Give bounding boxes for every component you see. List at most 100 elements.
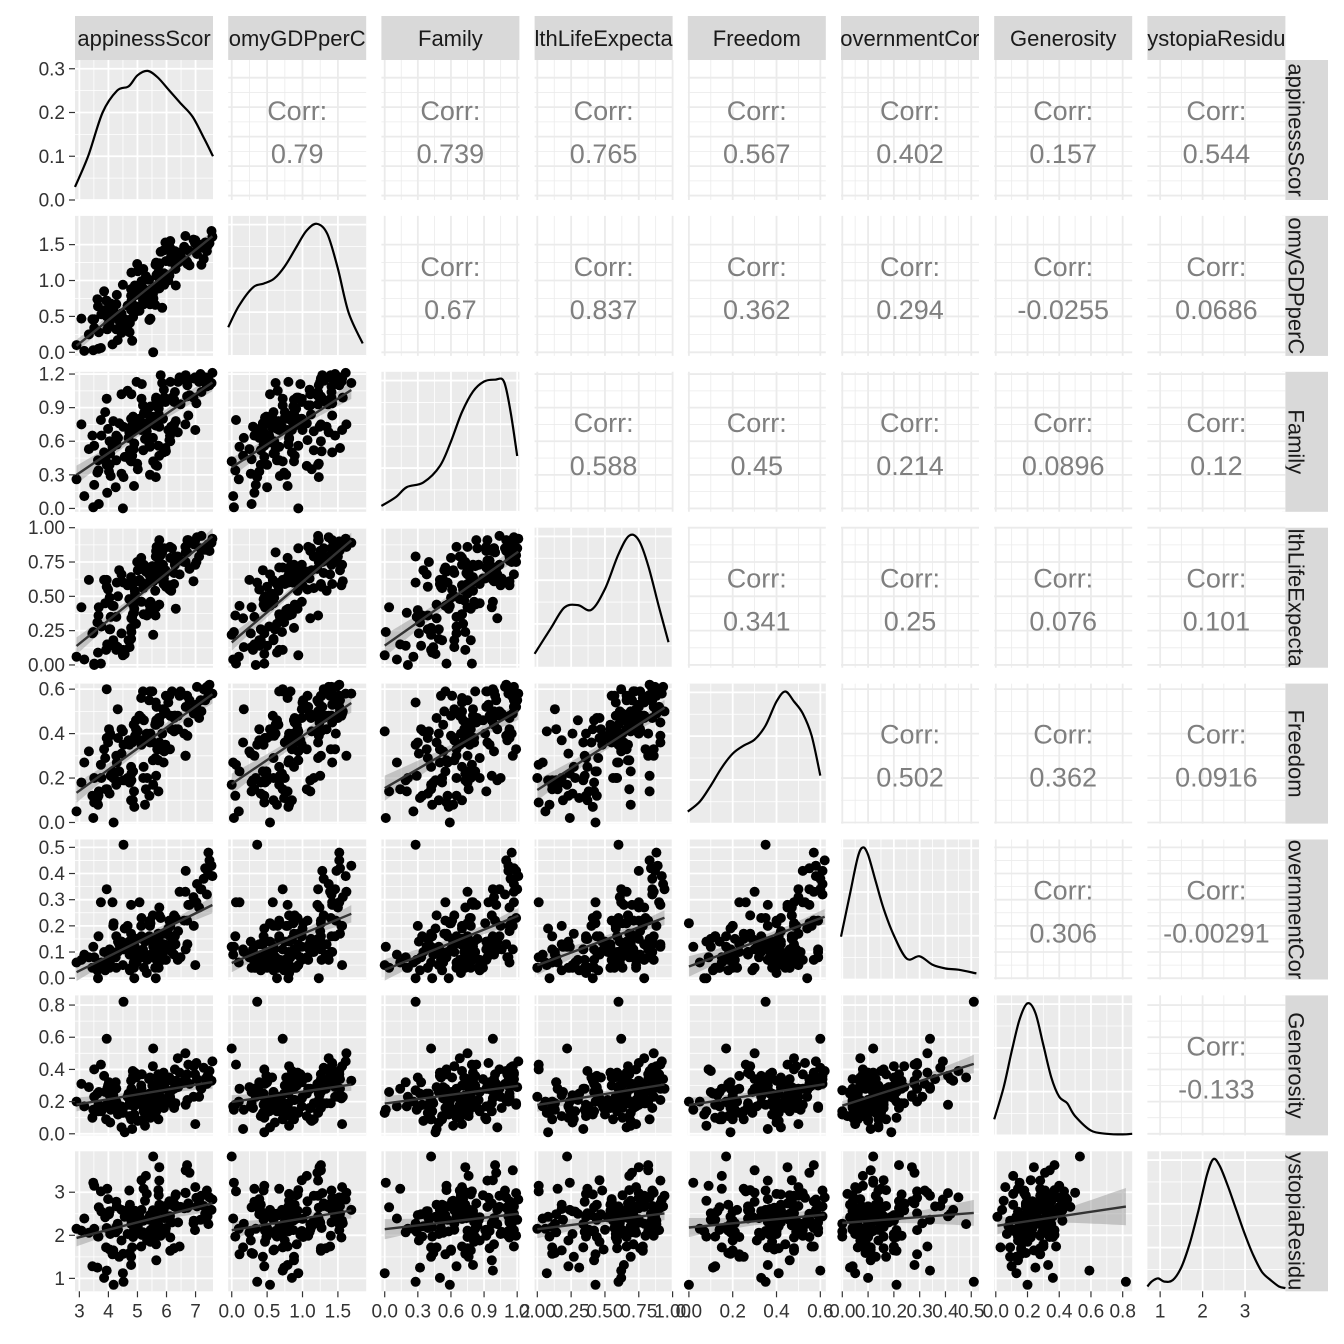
data-point bbox=[138, 559, 149, 570]
data-point bbox=[508, 1241, 519, 1252]
data-point bbox=[624, 784, 635, 795]
data-point bbox=[623, 1061, 633, 1072]
data-point bbox=[127, 335, 138, 346]
data-point bbox=[789, 1053, 799, 1064]
data-point bbox=[473, 1095, 484, 1105]
data-point bbox=[127, 450, 138, 461]
data-point bbox=[751, 1101, 762, 1112]
data-point bbox=[873, 1122, 884, 1133]
data-point bbox=[462, 886, 473, 897]
data-point bbox=[238, 613, 249, 624]
data-point bbox=[594, 733, 605, 743]
data-point bbox=[268, 633, 279, 644]
data-point bbox=[293, 960, 304, 971]
data-point bbox=[625, 766, 636, 777]
data-point bbox=[556, 920, 567, 931]
strip-right-clip-group: lthLifeExpecta bbox=[1284, 529, 1309, 668]
data-point bbox=[103, 423, 114, 434]
data-point bbox=[595, 1072, 606, 1083]
strip-top-label: overnmentCor bbox=[840, 26, 979, 51]
data-point bbox=[337, 559, 348, 570]
panel-GovernmentCorruption-Generosity: Corr: 0.306 bbox=[994, 839, 1133, 980]
data-point bbox=[533, 897, 544, 908]
strip-right-Freedom: Freedom bbox=[1282, 683, 1328, 824]
data-point bbox=[272, 920, 283, 931]
data-point bbox=[89, 440, 100, 451]
data-point bbox=[337, 1182, 348, 1193]
data-point bbox=[314, 902, 325, 913]
data-point bbox=[701, 973, 712, 984]
panel-Family-HappinessScore bbox=[71, 367, 218, 514]
data-point bbox=[547, 931, 558, 942]
data-point bbox=[346, 378, 357, 388]
correlation-value: 0.25 bbox=[884, 607, 937, 637]
data-point bbox=[262, 581, 273, 592]
data-point bbox=[71, 806, 82, 817]
data-point bbox=[231, 1059, 241, 1070]
panel-HealthLifeExpectancy-DystopiaResidual: Corr: 0.101 bbox=[1147, 526, 1286, 668]
data-point bbox=[655, 737, 666, 748]
data-point bbox=[132, 259, 143, 269]
data-point bbox=[293, 543, 304, 554]
data-point bbox=[315, 1245, 326, 1256]
data-point bbox=[633, 902, 644, 913]
data-point bbox=[413, 628, 424, 639]
panel-Generosity-Generosity bbox=[993, 995, 1133, 1137]
data-point bbox=[272, 385, 283, 396]
data-point bbox=[116, 936, 127, 947]
data-point bbox=[589, 786, 600, 797]
panel-Freedom-Generosity: Corr: 0.362 bbox=[994, 683, 1133, 824]
data-point bbox=[447, 584, 458, 595]
correlation-label: Corr: bbox=[574, 408, 634, 438]
data-point bbox=[922, 1067, 933, 1078]
correlation-value: 0.076 bbox=[1029, 607, 1097, 637]
data-point bbox=[743, 949, 753, 960]
data-point bbox=[621, 918, 632, 929]
data-point bbox=[408, 651, 419, 662]
data-point bbox=[688, 1104, 699, 1115]
data-point bbox=[490, 547, 501, 558]
panel-Family-Generosity: Corr: 0.0896 bbox=[994, 371, 1133, 512]
data-point bbox=[279, 407, 290, 418]
data-point bbox=[462, 750, 473, 761]
data-point bbox=[99, 744, 110, 755]
data-point bbox=[148, 941, 159, 952]
data-point bbox=[144, 1232, 155, 1242]
data-point bbox=[180, 944, 191, 955]
data-point bbox=[594, 931, 605, 942]
data-point bbox=[336, 580, 347, 591]
data-point bbox=[784, 954, 795, 965]
data-point bbox=[165, 376, 176, 387]
correlation-value: 0.79 bbox=[271, 139, 324, 169]
data-point bbox=[613, 996, 624, 1007]
correlation-value: 0.0916 bbox=[1175, 763, 1258, 793]
data-point bbox=[313, 387, 324, 397]
data-point bbox=[71, 1223, 82, 1234]
data-point bbox=[716, 1111, 727, 1122]
data-point bbox=[200, 544, 211, 555]
data-point bbox=[613, 757, 624, 768]
data-point bbox=[160, 443, 171, 453]
data-point bbox=[688, 941, 699, 952]
data-point bbox=[231, 1186, 241, 1197]
data-point bbox=[238, 944, 249, 955]
data-point bbox=[480, 918, 491, 929]
data-point bbox=[190, 1225, 200, 1236]
data-point bbox=[145, 441, 155, 452]
data-point bbox=[473, 559, 484, 570]
data-point bbox=[639, 954, 650, 965]
data-point bbox=[138, 609, 149, 620]
data-point bbox=[800, 1058, 810, 1068]
data-point bbox=[154, 717, 165, 728]
strip-top-background bbox=[687, 16, 826, 60]
data-point bbox=[760, 913, 771, 923]
data-point bbox=[727, 962, 738, 973]
data-point bbox=[441, 797, 452, 808]
density-curve bbox=[227, 222, 364, 344]
data-point bbox=[165, 236, 176, 246]
panel-background bbox=[841, 60, 979, 200]
data-point bbox=[775, 952, 786, 963]
data-point bbox=[246, 499, 257, 509]
data-point bbox=[101, 1033, 112, 1044]
regression-line bbox=[230, 539, 353, 644]
